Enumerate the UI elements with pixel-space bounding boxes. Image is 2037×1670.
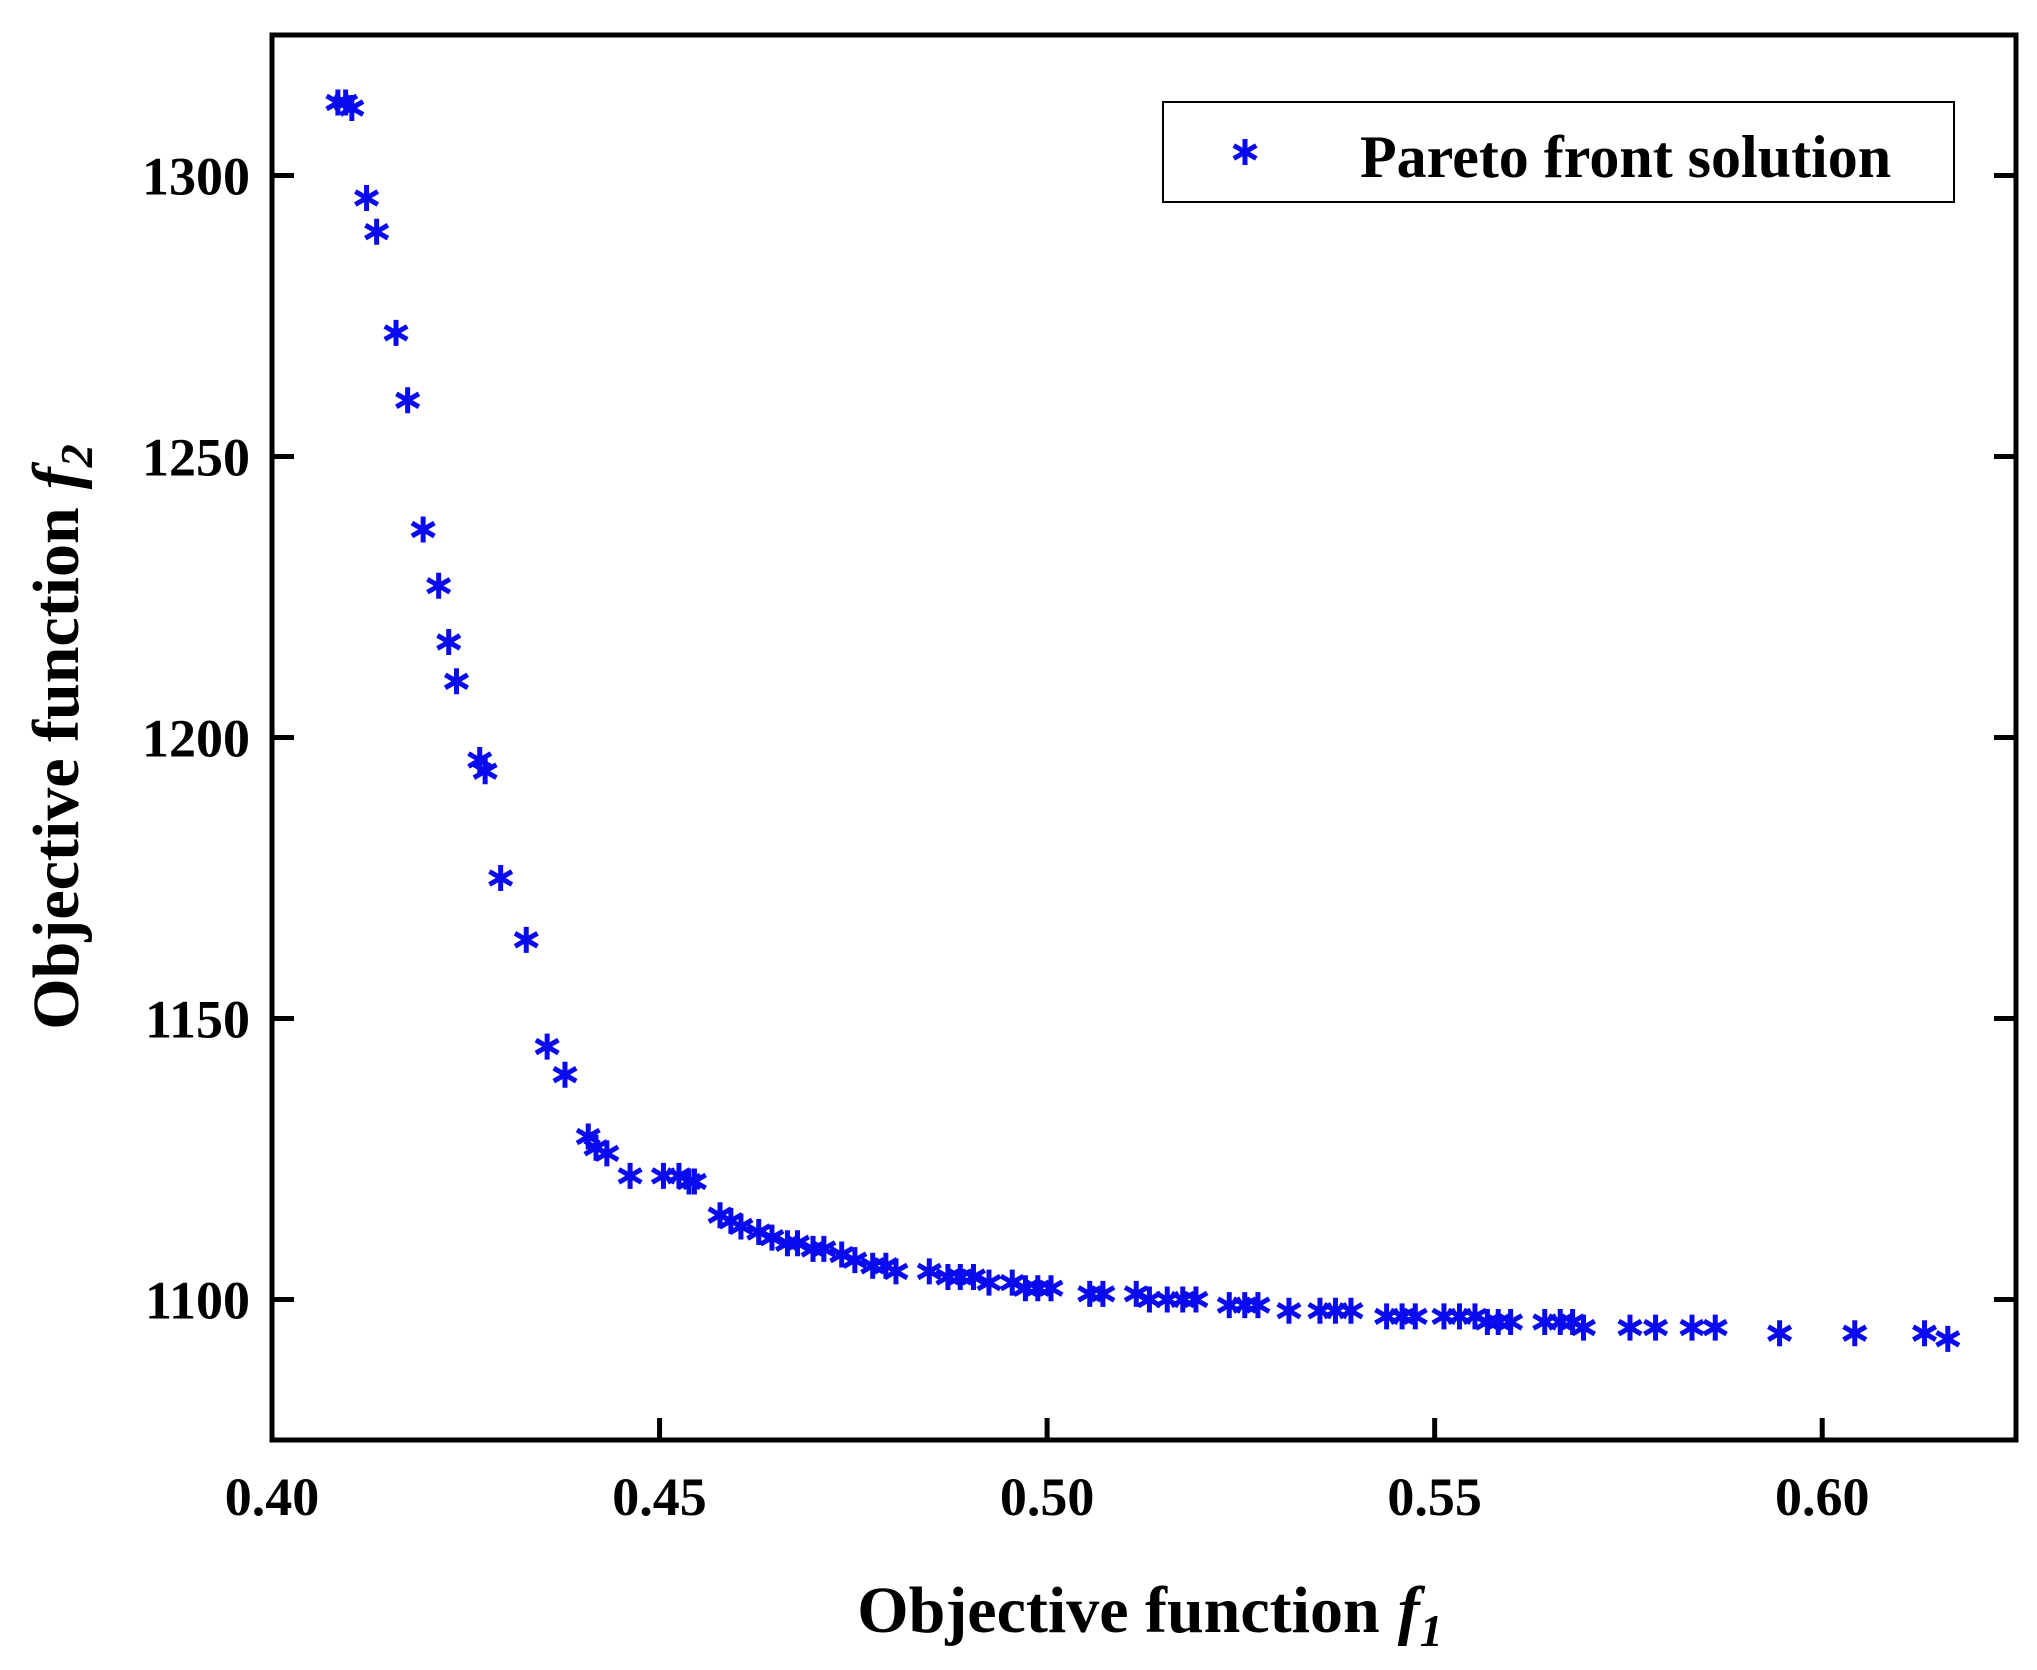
y-tick-label: 1100 [145, 1271, 250, 1331]
data-point [395, 387, 421, 414]
data-point [1446, 1303, 1472, 1330]
x-tick-label: 0.40 [225, 1467, 320, 1527]
plot-frame [269, 32, 2019, 1443]
data-point [383, 319, 409, 346]
y-axis: 1100 1150 1200 1250 1300 [142, 147, 2016, 1331]
data-point [1532, 1308, 1558, 1335]
x-axis-title-text: Objective function [857, 1574, 1379, 1647]
data-point [488, 865, 514, 891]
data-point [534, 1033, 560, 1060]
data-point [916, 1258, 942, 1285]
data-point [1935, 1325, 1961, 1352]
data-point [364, 218, 390, 245]
series-pareto-front-solution [325, 89, 1961, 1352]
data-point [410, 516, 436, 543]
data-point [354, 184, 380, 211]
data-point [759, 1224, 785, 1251]
data-point [960, 1264, 986, 1291]
data-point [650, 1162, 676, 1189]
data-point [1643, 1314, 1669, 1341]
data-point [1232, 1292, 1258, 1319]
data-point [883, 1258, 909, 1285]
data-point [785, 1230, 811, 1257]
data-point [1090, 1280, 1116, 1307]
data-point [594, 1140, 620, 1167]
data-point [1183, 1286, 1209, 1313]
data-point [1389, 1303, 1415, 1330]
data-point [436, 628, 462, 655]
data-point [443, 668, 469, 695]
data-point [1431, 1303, 1457, 1330]
data-point [1154, 1286, 1180, 1313]
data-point [552, 1061, 578, 1088]
data-point [1767, 1320, 1793, 1347]
data-point [842, 1247, 868, 1274]
data-point [1077, 1280, 1103, 1307]
data-point [1679, 1314, 1705, 1341]
legend: Pareto front solution [1162, 101, 1955, 203]
data-point [811, 1235, 837, 1262]
data-point [1570, 1314, 1596, 1341]
data-point [728, 1213, 754, 1240]
y-tick-label: 1200 [142, 709, 250, 769]
data-point [681, 1168, 707, 1195]
legend-box [1162, 101, 1955, 203]
y-tick-label: 1250 [142, 428, 250, 488]
y-axis-title: Objective functionf2 [20, 444, 102, 1029]
x-tick-label: 0.55 [1387, 1467, 1482, 1527]
x-tick-label: 0.50 [1000, 1467, 1095, 1527]
data-point [1322, 1297, 1348, 1324]
legend-label: Pareto front solution [1360, 124, 1891, 190]
data-point [1617, 1314, 1643, 1341]
y-axis-title-text: Objective function [20, 507, 93, 1029]
data-point [1842, 1320, 1868, 1347]
data-point [617, 1162, 643, 1189]
data-point [472, 758, 498, 785]
y-tick-label: 1300 [142, 147, 250, 207]
data-point [339, 95, 365, 122]
data-point [1374, 1303, 1400, 1330]
data-point [426, 572, 452, 599]
y-axis-title-sub: 2 [51, 444, 102, 468]
data-point [1170, 1286, 1196, 1313]
data-point [1276, 1297, 1302, 1324]
data-point [1338, 1297, 1364, 1324]
x-axis: 0.40 0.45 0.50 0.55 0.60 [225, 1418, 1870, 1527]
x-tick-label: 0.45 [612, 1467, 707, 1527]
data-point [1498, 1308, 1524, 1335]
data-point [976, 1269, 1002, 1296]
y-tick-label: 1150 [145, 990, 250, 1050]
x-axis-title-sub: 1 [1420, 1605, 1443, 1656]
data-point [1912, 1320, 1938, 1347]
data-point [513, 926, 539, 953]
data-point [1702, 1314, 1728, 1341]
data-point [1307, 1297, 1333, 1324]
legend-marker [1232, 139, 1258, 165]
data-point [1216, 1292, 1242, 1319]
x-axis-title: Objective function f1 [857, 1574, 1442, 1656]
x-tick-label: 0.60 [1775, 1467, 1870, 1527]
data-point [1038, 1275, 1064, 1302]
data-point [1402, 1303, 1428, 1330]
data-point [1245, 1292, 1271, 1319]
